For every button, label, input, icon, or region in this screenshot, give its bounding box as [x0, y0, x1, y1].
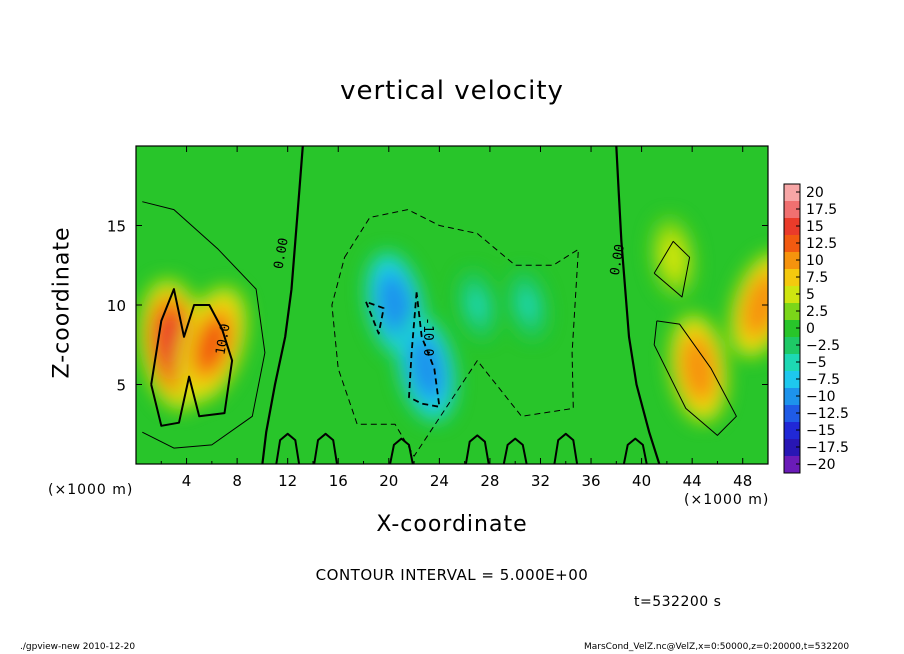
field-blob-1-3 [196, 318, 228, 371]
x-tick-label-9: 40 [632, 472, 651, 490]
bottom-contour-6 [622, 437, 648, 464]
colorbar-frame [783, 183, 801, 474]
colorbar-label-10: −5 [806, 355, 827, 371]
colorbar-label-15: −17.5 [806, 440, 849, 456]
y-tick-label-0: 5 [116, 377, 126, 395]
x-tick-label-7: 32 [531, 472, 550, 490]
zero-contour-right [615, 146, 661, 464]
x-tick-label-2: 12 [278, 472, 297, 490]
x-tick-label-11: 48 [733, 472, 752, 490]
footer-left: ./gpview-new 2010-12-20 [20, 642, 136, 652]
colorbar-swatch-13 [784, 405, 800, 422]
contour-label-2: 10.0 [213, 323, 233, 356]
field-blob-8-3 [519, 289, 537, 321]
x-tick-label-1: 8 [232, 472, 242, 490]
colorbar-label-7: 2.5 [806, 304, 828, 320]
bottom-contour-0 [275, 432, 301, 464]
colorbar-label-1: 17.5 [806, 202, 837, 218]
colorbar-label-6: 5 [806, 287, 815, 303]
x-tick-label-3: 16 [329, 472, 348, 490]
field-blob-4-3 [663, 239, 683, 276]
colorbar-swatch-3 [784, 235, 800, 252]
colorbar-swatch-12 [784, 388, 800, 405]
colorbar-swatch-10 [784, 354, 800, 371]
colorbar-swatch-7 [784, 303, 800, 320]
field-blob-6-3 [413, 344, 441, 393]
contour-label-1: 0.00 [608, 243, 628, 276]
bottom-contour-5 [553, 432, 579, 464]
positive-contour-5-right [653, 320, 737, 436]
x-axis-unit-right: (×1000 m) [684, 492, 770, 508]
colorbar-swatch-0 [784, 184, 800, 201]
bottom-contour-4 [502, 437, 528, 464]
time-label: t=532200 s [634, 594, 722, 610]
bottom-contour-1 [313, 432, 338, 464]
colorbar-label-3: 12.5 [806, 236, 837, 252]
contour-lines: 0.00 0.00 10.0 -10.0 [142, 146, 737, 464]
colorbar-label-14: −15 [806, 423, 836, 439]
colorbar-swatch-14 [784, 422, 800, 439]
colorbar-label-11: −7.5 [806, 372, 840, 388]
field-blob-3-3 [747, 281, 768, 329]
velocity-field [136, 146, 768, 464]
colorbar-swatch-9 [784, 337, 800, 354]
negative-contour-10-b [408, 292, 441, 408]
negative-contour-5 [331, 209, 579, 457]
colorbar-swatch-8 [784, 320, 800, 337]
colorbar-label-0: 20 [806, 185, 824, 201]
footer-right: MarsCond_VelZ.nc@VelZ,x=0:50000,z=0:2000… [584, 642, 850, 652]
field-blob-5-3 [381, 280, 409, 330]
colorbar: 2017.51512.5107.552.50−2.5−5−7.5−10−12.5… [783, 183, 849, 474]
colorbar-swatch-5 [784, 269, 800, 286]
positive-contour-5-top [653, 240, 691, 298]
colorbar-swatch-1 [784, 201, 800, 218]
bottom-contour-3 [464, 434, 490, 464]
x-tick-label-8: 36 [581, 472, 600, 490]
x-tick-label-10: 44 [683, 472, 702, 490]
positive-contour-5-left [142, 201, 266, 449]
colorbar-label-8: 0 [806, 321, 815, 337]
zero-contour-left [261, 146, 304, 464]
x-axis-unit-left: (×1000 m) [48, 482, 134, 498]
colorbar-swatch-6 [784, 286, 800, 303]
contour-label-0: 0.00 [272, 237, 292, 270]
x-axis-label: X-coordinate [376, 512, 528, 537]
y-tick-label-1: 10 [107, 297, 126, 315]
x-tick-label-4: 20 [379, 472, 398, 490]
colorbar-label-12: −10 [806, 389, 836, 405]
x-tick-label-6: 28 [480, 472, 499, 490]
colorbar-swatch-15 [784, 439, 800, 456]
colorbar-swatch-11 [784, 371, 800, 388]
colorbar-label-5: 7.5 [806, 270, 828, 286]
x-tick-label-0: 4 [182, 472, 192, 490]
colorbar-swatch-2 [784, 218, 800, 235]
x-tick-label-5: 24 [430, 472, 449, 490]
colorbar-label-2: 15 [806, 219, 824, 235]
colorbar-label-16: −20 [806, 457, 836, 473]
contour-interval-label: CONTOUR INTERVAL = 5.000E+00 [315, 566, 589, 584]
colorbar-label-13: −12.5 [806, 406, 849, 422]
colorbar-label-4: 10 [806, 253, 824, 269]
chart-title: vertical velocity [340, 76, 564, 106]
contour-label-3: -10.0 [420, 317, 435, 356]
bottom-contour-2 [389, 437, 414, 464]
colorbar-swatch-16 [784, 456, 800, 473]
colorbar-label-9: −2.5 [806, 338, 840, 354]
field-blob-7-3 [468, 289, 486, 321]
field-blob-2-3 [685, 344, 712, 393]
y-tick-label-2: 15 [107, 218, 126, 236]
colorbar-swatch-4 [784, 252, 800, 269]
y-axis-label: Z-coordinate [49, 226, 75, 379]
positive-contour-10 [150, 288, 234, 427]
